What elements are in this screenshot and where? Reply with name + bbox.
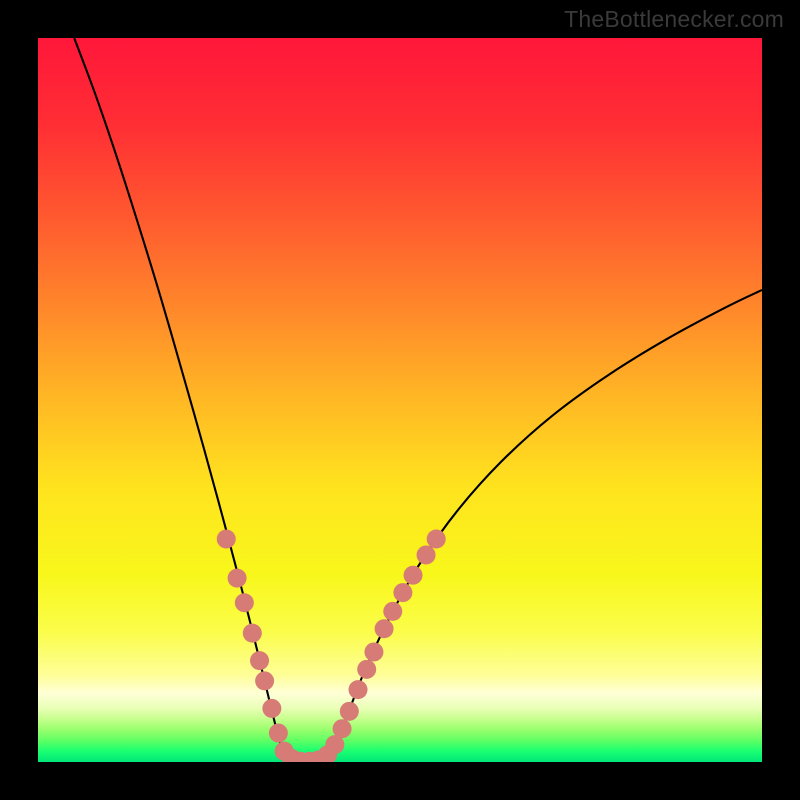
data-point (383, 602, 402, 621)
data-point (269, 724, 288, 743)
data-point (427, 530, 446, 549)
data-point (255, 671, 274, 690)
data-point (393, 583, 412, 602)
data-point (235, 593, 254, 612)
data-point (404, 566, 423, 585)
chart-stage: TheBottlenecker.com (0, 0, 800, 800)
data-point (349, 680, 368, 699)
data-point (375, 619, 394, 638)
data-point (340, 702, 359, 721)
data-point (262, 699, 281, 718)
data-point (217, 530, 236, 549)
data-point (250, 651, 269, 670)
data-point (228, 569, 247, 588)
watermark-label: TheBottlenecker.com (564, 6, 784, 33)
data-point (417, 545, 436, 564)
bottleneck-chart (0, 0, 800, 800)
data-point (364, 642, 383, 661)
data-point (243, 624, 262, 643)
chart-background-gradient (38, 38, 762, 762)
data-point (333, 719, 352, 738)
data-point (357, 660, 376, 679)
